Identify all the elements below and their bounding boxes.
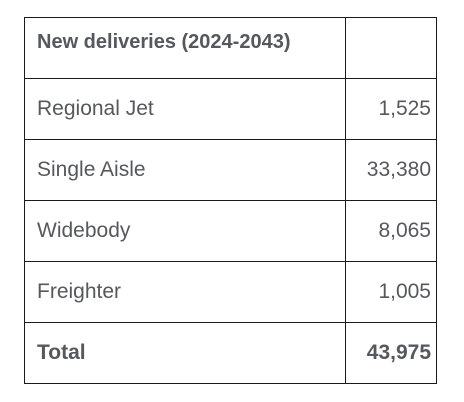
- row-value-cell: 33,380: [345, 139, 437, 201]
- deliveries-table: New deliveries (2024-2043) Regional Jet …: [23, 17, 437, 384]
- table-total-row: Total 43,975: [23, 322, 437, 384]
- table-row: Regional Jet 1,525: [23, 78, 437, 140]
- table-row: Widebody 8,065: [23, 200, 437, 262]
- row-label-cell: Single Aisle: [23, 139, 347, 201]
- total-value-cell: 43,975: [345, 322, 437, 384]
- row-label-cell: Widebody: [23, 200, 347, 262]
- total-label-cell: Total: [23, 322, 347, 384]
- row-value-cell: 1,005: [345, 261, 437, 323]
- table-header-row: New deliveries (2024-2043): [23, 17, 437, 79]
- row-value-cell: 1,525: [345, 78, 437, 140]
- row-value-cell: 8,065: [345, 200, 437, 262]
- header-value-cell: [345, 17, 437, 79]
- header-label-cell: New deliveries (2024-2043): [23, 17, 347, 79]
- table-row: Freighter 1,005: [23, 261, 437, 323]
- row-label-cell: Freighter: [23, 261, 347, 323]
- row-label-cell: Regional Jet: [23, 78, 347, 140]
- table-row: Single Aisle 33,380: [23, 139, 437, 201]
